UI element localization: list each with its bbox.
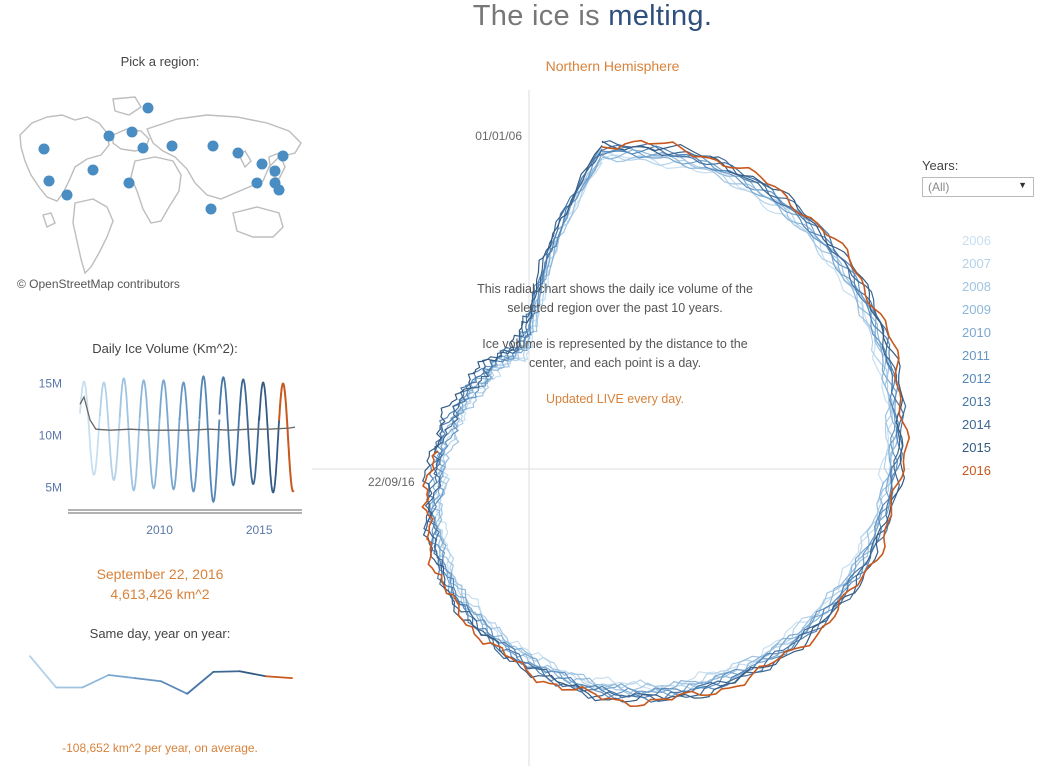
year-legend-item[interactable]: 2015 — [962, 440, 991, 455]
volume-line-2015 — [258, 381, 280, 494]
region-marker — [251, 177, 263, 189]
region-marker — [123, 177, 135, 189]
region-marker — [205, 203, 217, 215]
x-tick-label: 2015 — [246, 523, 273, 537]
volume-line-2009 — [138, 379, 161, 490]
region-marker — [256, 158, 268, 170]
yoy-title: Same day, year on year: — [89, 626, 231, 641]
years-dropdown-value: (All) — [928, 180, 950, 194]
volume-series — [79, 375, 296, 504]
volume-axes: 5M 10M 15M 2010 2015 — [39, 377, 302, 537]
info-line-2: selected region over the past 10 years. — [507, 301, 723, 315]
year-legend-item[interactable]: 2012 — [962, 371, 991, 386]
region-marker — [137, 142, 149, 154]
radial-line-2014 — [423, 140, 907, 703]
yoy-segment-2016 — [264, 675, 293, 680]
volume-line-2006 — [79, 380, 101, 476]
year-legend-item[interactable]: 2016 — [962, 463, 991, 478]
current-date: September 22, 2016 — [96, 566, 224, 582]
average-volume-line — [79, 395, 296, 431]
region-marker — [207, 140, 219, 152]
region-marker — [61, 189, 73, 201]
radial-line-2010 — [428, 146, 899, 697]
daily-volume-chart[interactable]: 5M 10M 15M 2010 2015 — [30, 360, 305, 540]
region-map[interactable] — [17, 95, 304, 280]
region-marker — [166, 140, 178, 152]
average-change: -108,652 km^2 per year, on average. — [62, 741, 258, 755]
start-date-label: 01/01/06 — [475, 129, 522, 143]
yoy-segment-2013 — [186, 670, 215, 695]
year-legend-item[interactable]: 2013 — [962, 394, 991, 409]
year-legend-item[interactable]: 2010 — [962, 325, 991, 340]
radial-line-2013 — [426, 142, 905, 703]
y-tick-label: 10M — [39, 428, 62, 442]
daily-volume-title: Daily Ice Volume (Km^2): — [92, 341, 238, 356]
pick-region-label: Pick a region: — [120, 54, 200, 69]
y-tick-label: 5M — [45, 480, 62, 494]
radial-info: This radial chart shows the daily ice vo… — [440, 280, 790, 409]
yoy-segment-2007 — [29, 655, 58, 689]
year-legend-item[interactable]: 2008 — [962, 279, 991, 294]
chevron-down-icon: ▼ — [1018, 180, 1027, 190]
map-attribution: © OpenStreetMap contributors — [17, 277, 180, 291]
years-filter-label: Years: — [922, 158, 959, 173]
yoy-segment-2009 — [81, 674, 110, 689]
region-marker — [142, 102, 154, 114]
volume-line-2008 — [118, 377, 141, 492]
radial-line-2012 — [426, 144, 904, 701]
region-marker — [232, 147, 244, 159]
info-line-1: This radial chart shows the daily ice vo… — [477, 282, 753, 296]
region-markers[interactable] — [38, 102, 289, 215]
yoy-segment-2015 — [238, 670, 267, 678]
year-legend-item[interactable]: 2009 — [962, 302, 991, 317]
page-title: The ice is melting. — [0, 0, 1057, 33]
live-note: Updated LIVE every day. — [545, 392, 685, 406]
year-legend-item[interactable]: 2014 — [962, 417, 991, 432]
info-line-4: center, and each point is a day. — [528, 356, 702, 370]
title-prefix: The ice is — [472, 0, 609, 32]
radial-series — [421, 139, 911, 708]
radial-line-2009 — [431, 149, 899, 698]
region-marker — [277, 150, 289, 162]
years-dropdown[interactable]: (All) ▼ — [922, 177, 1034, 197]
radial-axes — [312, 90, 910, 766]
region-marker — [38, 143, 50, 155]
yoy-series — [29, 655, 293, 695]
title-accent: melting. — [608, 0, 713, 32]
radial-line-2016 — [421, 139, 911, 708]
region-marker — [273, 184, 285, 196]
volume-line-2013 — [218, 376, 241, 487]
volume-line-2016 — [278, 382, 295, 493]
year-legend-item[interactable]: 2007 — [962, 256, 991, 271]
yoy-segment-2014 — [212, 670, 241, 673]
region-marker — [269, 165, 281, 177]
volume-line-2010 — [158, 379, 181, 491]
current-value: 4,613,426 km^2 — [110, 586, 210, 602]
volume-line-2007 — [99, 381, 121, 482]
region-marker — [43, 175, 55, 187]
radial-line-2015 — [422, 140, 906, 703]
radial-line-2011 — [429, 148, 899, 699]
region-marker — [87, 164, 99, 176]
x-tick-label: 2010 — [146, 523, 173, 537]
yoy-segment-2012 — [160, 680, 189, 695]
region-marker — [126, 126, 138, 138]
radial-chart[interactable]: 01/01/06 22/09/16 — [310, 88, 912, 768]
region-marker — [103, 130, 115, 142]
yoy-chart[interactable] — [20, 640, 305, 720]
volume-line-2014 — [238, 378, 261, 486]
year-legend-item[interactable]: 2006 — [962, 233, 991, 248]
yoy-segment-2010 — [107, 674, 136, 680]
current-date-label: 22/09/16 — [368, 475, 415, 489]
volume-line-2012 — [198, 375, 221, 504]
volume-line-2011 — [178, 381, 201, 493]
region-title: Northern Hemisphere — [545, 58, 680, 74]
info-line-3: Ice volume is represented by the distanc… — [482, 337, 748, 351]
y-tick-label: 15M — [39, 377, 62, 391]
year-legend-item[interactable]: 2011 — [962, 348, 990, 363]
yoy-segment-2011 — [133, 677, 162, 683]
radial-line-2006 — [434, 154, 894, 693]
